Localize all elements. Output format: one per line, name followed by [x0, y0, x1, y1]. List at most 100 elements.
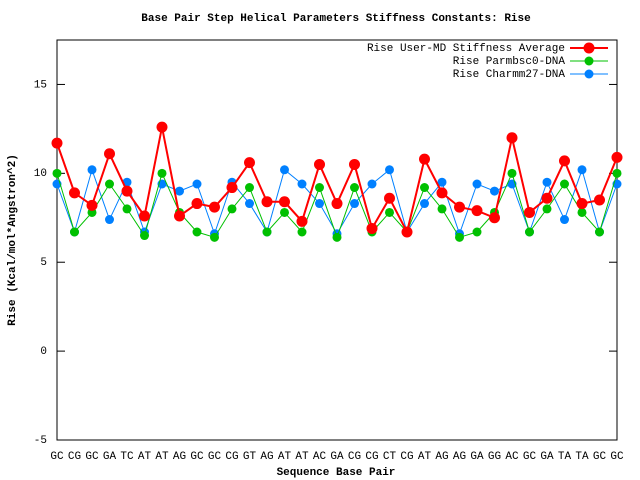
- point: [315, 183, 324, 193]
- point: [577, 207, 587, 217]
- point: [576, 198, 588, 210]
- point: [86, 199, 98, 211]
- legend-marker: [584, 69, 594, 79]
- point: [52, 168, 62, 178]
- point: [542, 177, 552, 187]
- point: [262, 227, 272, 237]
- point: [489, 212, 500, 224]
- chart-title: Base Pair Step Helical Parameters Stiffn…: [141, 13, 531, 25]
- x-tick-label: CT: [383, 451, 397, 463]
- legend-marker: [583, 42, 595, 54]
- point: [577, 165, 587, 175]
- point: [385, 207, 394, 217]
- x-tick-label: GG: [488, 451, 501, 463]
- point: [332, 232, 342, 242]
- point: [227, 204, 237, 214]
- y-tick-label: 0: [40, 346, 47, 358]
- point: [192, 227, 202, 237]
- point: [471, 205, 483, 217]
- point: [296, 215, 308, 227]
- point: [385, 165, 394, 175]
- x-tick-label: AG: [260, 451, 273, 463]
- x-tick-label: CG: [68, 451, 81, 463]
- x-tick-label: GC: [190, 451, 204, 463]
- point: [472, 179, 482, 189]
- y-tick-label: -5: [34, 435, 47, 447]
- x-tick-label: AG: [453, 451, 466, 463]
- x-tick-label: GC: [610, 451, 624, 463]
- x-tick-label: CG: [400, 451, 413, 463]
- y-tick-label: 15: [34, 79, 47, 91]
- point: [174, 210, 185, 222]
- point: [121, 185, 133, 197]
- x-tick-label: GA: [470, 451, 484, 463]
- point: [455, 232, 464, 242]
- x-tick-label: AC: [505, 451, 519, 463]
- point: [349, 158, 360, 170]
- point: [367, 179, 377, 189]
- point: [69, 187, 80, 199]
- x-tick-label: TC: [120, 451, 134, 463]
- point: [437, 204, 447, 214]
- point: [525, 227, 534, 237]
- legend-label: Rise Parmbsc0-DNA: [453, 56, 566, 68]
- point: [315, 199, 324, 209]
- x-tick-label: GC: [50, 451, 64, 463]
- point: [297, 179, 307, 189]
- point: [454, 201, 465, 213]
- x-tick-label: GA: [330, 451, 344, 463]
- x-tick-label: AT: [278, 451, 292, 463]
- point: [507, 168, 517, 178]
- x-tick-label: GA: [103, 451, 117, 463]
- x-tick-label: GA: [540, 451, 554, 463]
- point: [122, 204, 132, 214]
- legend-marker: [584, 56, 594, 66]
- point: [472, 227, 482, 237]
- x-tick-label: CG: [365, 451, 378, 463]
- x-tick-label: AG: [435, 451, 448, 463]
- x-tick-label: GC: [593, 451, 607, 463]
- point: [226, 182, 238, 194]
- point: [560, 215, 569, 225]
- point: [490, 186, 499, 196]
- point: [419, 153, 430, 165]
- x-tick-label: TA: [575, 451, 589, 463]
- point: [105, 179, 114, 189]
- point: [105, 215, 114, 225]
- x-tick-label: AT: [138, 451, 152, 463]
- y-tick-label: 5: [40, 257, 47, 269]
- x-tick-label: TA: [558, 451, 572, 463]
- point: [140, 231, 149, 241]
- x-axis-label: Sequence Base Pair: [277, 467, 396, 479]
- point: [279, 196, 290, 208]
- point: [245, 199, 254, 209]
- x-tick-label: CG: [225, 451, 238, 463]
- x-tick-label: AT: [155, 451, 169, 463]
- point: [524, 206, 535, 218]
- point: [280, 165, 289, 175]
- y-axis-label: Rise (Kcal/mol*Angstron^2): [7, 154, 19, 326]
- plot-frame: [56, 39, 618, 441]
- point: [245, 183, 254, 193]
- x-tick-label: GC: [85, 451, 99, 463]
- point: [157, 168, 167, 178]
- point: [350, 199, 359, 209]
- point: [244, 157, 255, 169]
- x-tick-label: AT: [295, 451, 309, 463]
- point: [560, 179, 569, 189]
- point: [542, 204, 552, 214]
- point: [192, 179, 202, 189]
- x-tick-label: AG: [173, 451, 186, 463]
- x-tick-label: AT: [418, 451, 432, 463]
- x-tick-label: AC: [313, 451, 327, 463]
- point: [156, 121, 168, 133]
- point: [280, 207, 289, 217]
- point: [437, 177, 447, 187]
- point: [331, 198, 343, 210]
- point: [175, 186, 184, 196]
- point: [297, 227, 307, 237]
- point: [611, 151, 623, 163]
- point: [51, 137, 63, 149]
- point: [104, 148, 115, 160]
